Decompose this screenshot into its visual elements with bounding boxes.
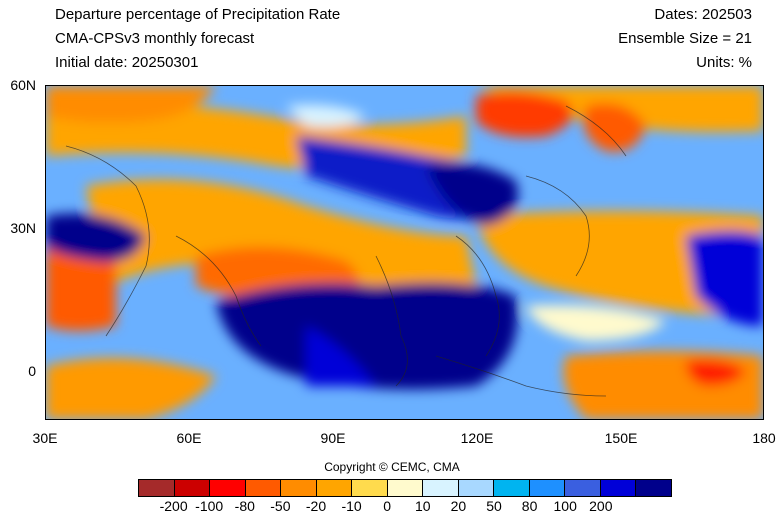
colorbar-swatch [529,480,566,496]
colorbar-swatch [316,480,353,496]
precipitation-anomaly-map [45,85,764,420]
colorbar-swatch [600,480,637,496]
colorbar-label: 0 [383,498,392,514]
colorbar-label: 200 [589,498,613,514]
map-title: Departure percentage of Precipitation Ra… [55,6,341,23]
colorbar-label: -10 [341,498,362,514]
lon-tick-30e: 30E [32,430,58,446]
colorbar-label: 20 [450,498,467,514]
colorbar-swatch [458,480,495,496]
colorbar-label: 50 [486,498,502,514]
colorbar-label: -50 [270,498,291,514]
lat-tick-eq: 0 [28,363,36,379]
colorbar-swatch [210,480,246,496]
copyright-notice: Copyright © CEMC, CMA [324,460,460,474]
colorbar-label: 10 [415,498,431,514]
anomaly-field [46,86,763,419]
colorbar-swatch [565,480,601,496]
colorbar-label: -20 [305,498,327,514]
colorbar-swatch [281,480,317,496]
colorbar-label: 80 [521,498,538,514]
lon-tick-180: 180 [752,430,776,446]
colorbar [138,479,672,497]
colorbar-swatch [139,480,175,496]
colorbar-label: -80 [234,498,255,514]
colorbar-swatch [387,480,424,496]
lon-tick-60e: 60E [176,430,202,446]
colorbar-swatch [174,480,211,496]
lon-tick-90e: 90E [320,430,346,446]
initial-date: Initial date: 20250301 [55,54,199,71]
lat-tick-30n: 30N [10,220,36,236]
ensemble-size: Ensemble Size = 21 [618,30,752,47]
colorbar-swatch [636,480,671,496]
colorbar-swatch [245,480,282,496]
lon-tick-120e: 120E [460,430,494,446]
forecast-dates: Dates: 202503 [654,6,752,23]
lon-tick-150e: 150E [604,430,638,446]
colorbar-swatch [494,480,530,496]
colorbar-swatch [423,480,459,496]
colorbar-label: -100 [195,498,224,514]
units-label: Units: % [696,54,752,71]
lat-tick-60n: 60N [10,77,36,93]
colorbar-label: -200 [159,498,188,514]
colorbar-label: 100 [553,498,577,514]
model-name: CMA-CPSv3 monthly forecast [55,30,255,47]
colorbar-swatch [352,480,388,496]
